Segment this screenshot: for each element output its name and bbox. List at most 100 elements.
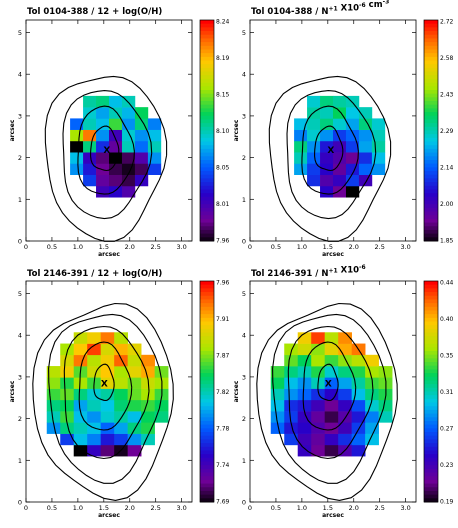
heatmap-cell — [294, 163, 308, 175]
colorbar-segment — [424, 468, 438, 474]
heatmap-cell — [351, 399, 366, 412]
colorbar-segment — [424, 141, 438, 146]
colorbar-segment — [200, 71, 214, 76]
colorbar-segment — [424, 233, 438, 238]
heatmap-cell — [100, 343, 115, 356]
colorbar-segment — [200, 218, 214, 224]
colorbar-segment — [200, 428, 214, 433]
colorbar-tick-label: 7.96 — [216, 238, 230, 245]
heatmap-cell — [307, 140, 321, 153]
colorbar-segment — [200, 134, 214, 139]
heatmap-cell — [324, 433, 339, 446]
heatmap-cell — [311, 444, 325, 457]
contour-line — [286, 90, 377, 220]
heatmap-cell — [100, 332, 115, 344]
center-marker: X — [101, 380, 108, 390]
heatmap-cell — [294, 140, 308, 153]
colorbar-segment — [200, 145, 214, 150]
heatmap-cell — [109, 129, 123, 142]
colorbar-segment — [424, 365, 438, 370]
x-tick-label: 0.5 — [47, 504, 57, 512]
heatmap-cell — [351, 444, 366, 457]
colorbar-segment — [200, 295, 214, 300]
colorbar-segment — [424, 443, 438, 448]
colorbar-tick-label: 8.19 — [216, 55, 230, 62]
colorbar-segment — [200, 435, 214, 440]
y-tick-label: 5 — [18, 29, 22, 37]
heatmap-cell — [333, 163, 347, 175]
x-tick-label: 1.5 — [99, 243, 109, 251]
heatmap-cell — [338, 377, 352, 389]
colorbar-segment — [424, 115, 438, 120]
heatmap-cell — [324, 422, 339, 434]
heatmap-cell — [100, 411, 115, 423]
heatmap-cell — [73, 354, 88, 367]
colorbar-segment — [424, 472, 438, 477]
colorbar-segment — [424, 306, 438, 311]
colorbar-segment — [424, 130, 438, 135]
colorbar-segment — [424, 395, 438, 400]
heatmap-cell — [345, 107, 360, 119]
heatmap-cell — [114, 377, 128, 389]
colorbar-segment — [424, 347, 438, 352]
heatmap-cell — [87, 444, 101, 457]
heatmap-cell — [127, 354, 142, 367]
colorbar-tick-label: 8.10 — [216, 128, 230, 135]
heatmap-cell — [70, 129, 84, 142]
heatmap-cell — [147, 129, 162, 142]
heatmap-cell — [73, 399, 88, 412]
colorbar-segment — [424, 336, 438, 341]
colorbar-segment — [424, 413, 438, 418]
colorbar-segment — [424, 71, 438, 76]
heatmap-cell — [324, 366, 339, 378]
heatmap-cell — [365, 433, 379, 446]
colorbar-segment — [424, 89, 438, 95]
colorbar-segment — [424, 295, 438, 300]
x-tick-label: 1.0 — [73, 243, 83, 251]
heatmap-cell — [83, 174, 97, 187]
heatmap-cell — [324, 411, 339, 423]
heatmap-cell — [134, 163, 149, 175]
contour-line — [317, 363, 339, 402]
heatmap-cell — [96, 174, 110, 187]
heatmap-cell — [114, 343, 128, 356]
heatmap-cell — [358, 107, 373, 119]
heatmap-cell — [46, 388, 61, 401]
heatmap-cell — [114, 433, 128, 446]
heatmap-cell — [294, 129, 308, 142]
colorbar-segment — [200, 417, 214, 422]
heatmap-cell — [333, 185, 347, 198]
y-tick-label: 1 — [18, 196, 22, 204]
x-tick-label: 2.0 — [349, 243, 359, 251]
heatmap-cell — [294, 152, 308, 164]
heatmap-cell — [358, 152, 373, 164]
colorbar-segment — [424, 281, 438, 286]
heatmap-cell — [100, 433, 115, 446]
colorbar-segment — [424, 196, 438, 201]
colorbar-segment — [200, 479, 214, 485]
contour-line — [48, 313, 163, 484]
y-tick-label: 4 — [18, 71, 22, 79]
heatmap-cell — [73, 343, 88, 356]
colorbar-segment — [424, 373, 438, 378]
heatmap-cell — [87, 366, 101, 378]
colorbar-segment — [424, 498, 438, 503]
colorbar-segment — [200, 472, 214, 477]
heatmap-cell — [324, 377, 339, 389]
y-tick-label: 5 — [242, 290, 246, 298]
colorbar-segment — [424, 123, 438, 128]
colorbar-segment — [200, 380, 214, 385]
heatmap-cell — [351, 377, 366, 389]
colorbar-segment — [424, 171, 438, 176]
colorbar-segment — [424, 494, 438, 499]
colorbar-segment — [424, 215, 438, 220]
x-axis-label: arcsec — [98, 251, 120, 258]
colorbar-segment — [200, 31, 214, 36]
colorbar-segment — [424, 108, 438, 113]
heatmap-cell — [311, 388, 325, 401]
heatmap-cell — [333, 118, 347, 130]
x-tick-label: 2.5 — [375, 243, 385, 251]
y-tick-label: 2 — [18, 154, 22, 162]
heatmap-cell — [109, 140, 123, 153]
